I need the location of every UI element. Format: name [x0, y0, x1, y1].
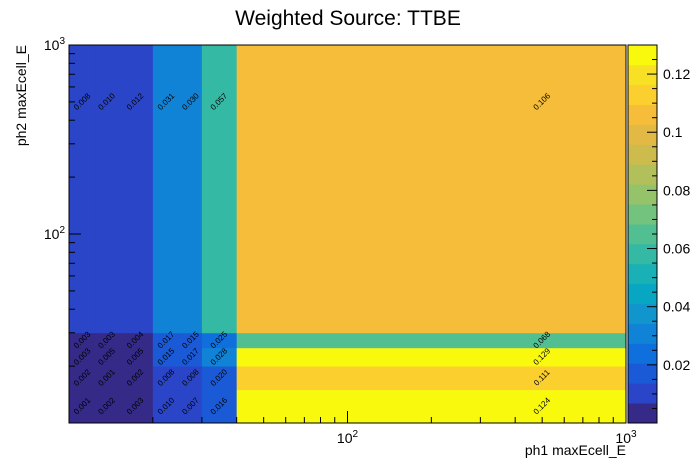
y-axis: 102 103 — [44, 36, 81, 367]
colorbar-tick-label: 0.04 — [663, 299, 690, 315]
heatmap-cell — [118, 347, 154, 367]
heatmap-cell — [69, 366, 97, 391]
heatmap-cell — [179, 45, 203, 334]
heatmap-cell — [201, 366, 238, 391]
heatmap-cell — [179, 366, 203, 391]
colorbar-segment — [628, 84, 657, 106]
plot-area — [69, 45, 627, 424]
chart-title: Weighted Source: TTBE — [235, 7, 461, 30]
heatmap-cell — [179, 332, 203, 349]
colorbar-segment — [628, 184, 657, 205]
colorbar-segment — [628, 64, 657, 86]
heatmap-cell — [201, 45, 238, 334]
heatmap-cell — [236, 332, 627, 349]
x-tick-label: 102 — [337, 429, 359, 446]
heatmap-cell — [236, 366, 627, 391]
colorbar-segment — [628, 383, 657, 404]
heatmap-cell — [95, 389, 119, 424]
heatmap-cell — [118, 366, 154, 391]
colorbar-segment — [628, 124, 657, 145]
colorbar-segment — [628, 303, 657, 324]
x-axis-label: ph1 maxEcell_E — [525, 442, 626, 458]
colorbar-segment — [628, 283, 657, 305]
heatmap-cell — [179, 389, 203, 424]
heatmap-cell — [95, 347, 119, 367]
heatmap-cell — [201, 332, 238, 349]
heatmap-cell — [95, 332, 119, 349]
colorbar-tick-label: 0.02 — [663, 357, 690, 373]
heatmap-cell — [152, 347, 181, 367]
heatmap-cell — [152, 332, 181, 349]
heatmap-cell — [95, 366, 119, 391]
colorbar-segment — [628, 243, 657, 265]
colorbar: 0.02 0.04 0.06 0.08 0.1 0.12 — [627, 44, 690, 424]
colorbar-segment — [628, 363, 657, 384]
x-axis: 102 103 — [152, 411, 637, 446]
colorbar-segment — [628, 224, 657, 245]
heatmap-cell — [236, 347, 627, 367]
heatmap-cell — [95, 45, 119, 334]
heatmap-cell — [118, 389, 154, 424]
colorbar-segment — [628, 45, 657, 66]
colorbar-segment — [628, 164, 657, 185]
colorbar-tick-label: 0.1 — [663, 124, 683, 140]
heatmap-cell — [69, 45, 97, 334]
colorbar-tick-label: 0.08 — [663, 182, 690, 198]
heatmap-cell — [152, 366, 181, 391]
heatmap-cell — [118, 45, 154, 334]
y-tick-label: 103 — [44, 36, 66, 53]
y-axis-label: ph2 maxEcell_E — [13, 45, 29, 146]
colorbar-tick-label: 0.12 — [663, 66, 690, 82]
colorbar-segment — [628, 263, 657, 285]
heatmap-cell — [201, 389, 238, 424]
heatmap-cell — [69, 347, 97, 367]
heatmap-cell — [152, 45, 181, 334]
colorbar-segment — [628, 104, 657, 125]
heatmap-cell — [179, 347, 203, 367]
heatmap-cell — [152, 389, 181, 424]
colorbar-segment — [628, 403, 657, 424]
heatmap-cell — [69, 389, 97, 424]
colorbar-segment — [628, 204, 657, 225]
colorbar-segment — [628, 144, 657, 165]
heatmap-cell — [69, 332, 97, 349]
heatmap-cell — [118, 332, 154, 349]
x-tick-label: 103 — [615, 429, 637, 446]
colorbar-tick-label: 0.06 — [663, 241, 690, 257]
colorbar-segment — [628, 323, 657, 344]
heatmap-cell — [236, 45, 627, 334]
y-tick-label: 102 — [44, 225, 66, 242]
colorbar-segment — [628, 343, 657, 364]
heatmap-cell — [201, 347, 238, 367]
